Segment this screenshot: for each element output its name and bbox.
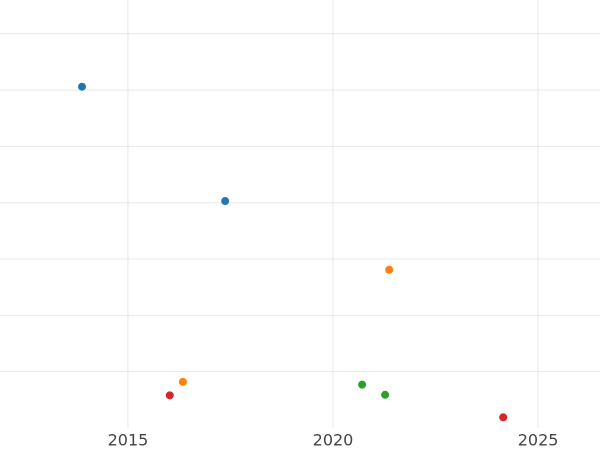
point [221,197,230,206]
x-tick-label: 2020 [313,431,354,450]
x-tick-label: 2025 [518,431,559,450]
point [381,390,390,399]
point [165,391,174,400]
point [78,82,87,91]
x-tick-label: 2015 [108,431,149,450]
point [178,377,187,386]
point [385,265,394,274]
point [358,380,367,389]
point [499,413,508,422]
